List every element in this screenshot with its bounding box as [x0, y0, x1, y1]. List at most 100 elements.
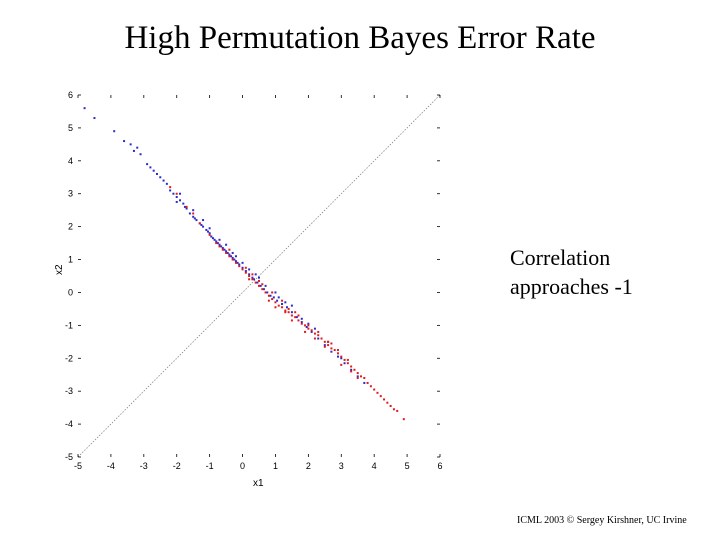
- class-blue-point: [323, 344, 326, 347]
- correlation-note: Correlation approaches -1: [510, 243, 633, 301]
- class-red-point: [261, 283, 264, 286]
- class-blue-point: [223, 248, 226, 251]
- class-red-point: [274, 306, 277, 309]
- class-red-point: [284, 311, 287, 314]
- class-red-point: [320, 337, 323, 340]
- class-red-point: [294, 311, 297, 314]
- class-blue-point: [210, 235, 213, 238]
- class-blue-point: [231, 251, 234, 254]
- class-red-point: [379, 395, 382, 398]
- class-red-point: [218, 245, 221, 248]
- class-blue-point: [310, 330, 313, 333]
- class-blue-point: [356, 375, 359, 378]
- x-tick-label: 5: [405, 461, 410, 471]
- class-blue-point: [253, 278, 256, 281]
- slide-footer: ICML 2003 © Sergey Kirshner, UC Irvine: [517, 515, 687, 526]
- class-blue-point: [269, 294, 272, 297]
- class-red-point: [376, 391, 379, 394]
- class-blue-point: [340, 357, 343, 360]
- class-blue-point: [262, 288, 265, 291]
- class-blue-point: [272, 296, 275, 299]
- class-red-point: [383, 398, 386, 401]
- class-red-point: [356, 372, 359, 375]
- class-blue-point: [175, 200, 178, 203]
- y-tick-label: -3: [65, 386, 73, 396]
- class-blue-point: [241, 266, 244, 269]
- y-tick-label: -1: [65, 320, 73, 330]
- x-tick-label: 2: [306, 461, 311, 471]
- class-red-point: [297, 314, 300, 317]
- class-blue-point: [113, 130, 116, 133]
- class-red-point: [267, 294, 270, 297]
- class-blue-point: [236, 261, 239, 264]
- class-blue-point: [254, 273, 257, 276]
- class-red-point: [215, 242, 218, 245]
- class-blue-point: [225, 243, 228, 246]
- class-red-point: [274, 301, 277, 304]
- class-red-point: [281, 299, 284, 302]
- class-red-point: [340, 355, 343, 358]
- class-red-point: [350, 370, 353, 373]
- class-red-point: [307, 327, 310, 330]
- class-blue-point: [317, 337, 320, 340]
- class-blue-point: [149, 166, 152, 169]
- class-red-point: [261, 288, 264, 291]
- class-blue-point: [350, 368, 353, 371]
- class-red-point: [294, 316, 297, 319]
- class-blue-point: [313, 327, 316, 330]
- class-blue-point: [208, 227, 211, 230]
- class-red-point: [310, 329, 313, 332]
- class-red-point: [228, 248, 231, 251]
- class-red-point: [284, 309, 287, 312]
- class-blue-point: [290, 311, 293, 314]
- reference-diagonal-line: [77, 94, 441, 458]
- class-blue-point: [179, 192, 182, 195]
- y-tick-label: 3: [68, 189, 73, 199]
- class-red-point: [313, 332, 316, 335]
- class-blue-point: [225, 250, 228, 253]
- class-red-point: [396, 409, 399, 412]
- class-blue-point: [139, 153, 142, 156]
- class-blue-point: [93, 117, 96, 120]
- class-red-point: [254, 281, 257, 284]
- class-blue-point: [152, 169, 155, 172]
- class-blue-point: [248, 273, 251, 276]
- class-red-point: [353, 368, 356, 371]
- class-red-point: [307, 324, 310, 327]
- class-red-point: [258, 279, 260, 282]
- class-blue-point: [208, 232, 211, 235]
- class-blue-point: [258, 276, 260, 279]
- class-red-point: [244, 266, 247, 269]
- class-red-point: [248, 278, 251, 281]
- class-red-point: [234, 261, 237, 264]
- class-blue-point: [256, 281, 259, 284]
- class-red-point: [277, 304, 280, 307]
- class-red-point: [251, 273, 254, 276]
- class-blue-point: [218, 243, 221, 246]
- class-red-point: [313, 337, 316, 340]
- class-red-point: [297, 319, 300, 322]
- class-blue-point: [221, 247, 224, 250]
- note-line-1: Correlation: [510, 245, 611, 270]
- class-red-point: [175, 192, 178, 195]
- class-blue-point: [155, 172, 158, 175]
- class-red-point: [267, 299, 270, 302]
- class-red-point: [221, 248, 224, 251]
- class-blue-point: [202, 219, 205, 222]
- class-blue-point: [205, 228, 208, 231]
- class-blue-point: [228, 253, 231, 256]
- class-red-point: [241, 268, 244, 271]
- class-red-point: [231, 258, 234, 261]
- y-axis-label: x2: [54, 264, 65, 275]
- class-red-point: [251, 278, 254, 281]
- class-red-point: [330, 347, 333, 350]
- class-blue-point: [218, 238, 221, 241]
- class-blue-point: [238, 263, 241, 266]
- class-red-point: [192, 212, 195, 215]
- class-blue-point: [175, 196, 178, 199]
- class-red-point: [386, 401, 389, 404]
- class-red-point: [360, 375, 363, 378]
- y-tick-label: 4: [68, 156, 73, 166]
- class-red-point: [244, 271, 247, 274]
